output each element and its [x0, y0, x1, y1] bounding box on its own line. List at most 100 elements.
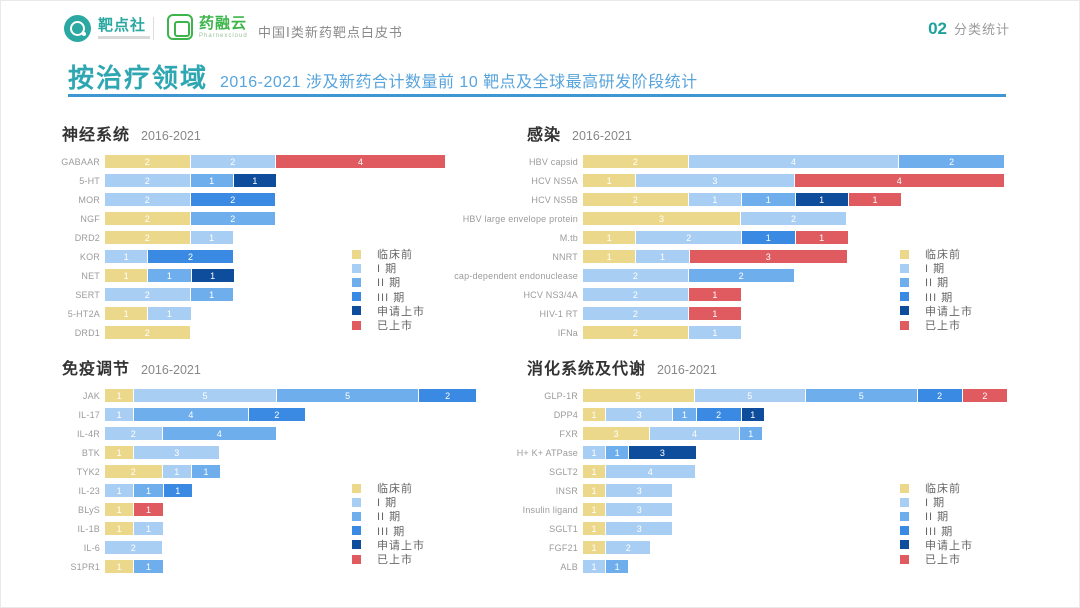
- brand1-tagline-decoration: [98, 36, 150, 39]
- bar-row: 5-HT2A 1 1: [60, 304, 515, 323]
- row-label: FGF21: [548, 542, 578, 553]
- bar-segment-p1: 4: [606, 465, 695, 478]
- bar-row: NNRT 1 1 3: [525, 247, 1015, 266]
- chart-infection: 感染 2016-2021 HBV capsid 2 4 2 HCV NS5A 1 3 4 HCV…: [454, 118, 1015, 346]
- badianshe-logo-icon: [64, 15, 91, 42]
- bar-row: TYK2 2 1 1: [60, 462, 515, 481]
- row-label: NGF: [80, 213, 100, 224]
- bar-segment-p1: 2: [105, 288, 190, 301]
- legend-item: II 期: [352, 509, 425, 523]
- row-label: IL-1B: [77, 523, 100, 534]
- bar-segment-marketed: 2: [962, 389, 1007, 402]
- bar-segment-pre: 2: [105, 212, 190, 225]
- row-label: Insulin ligand: [522, 504, 578, 515]
- page-marker: 02 分类统计: [928, 19, 1010, 39]
- legend-item: 已上市: [900, 318, 973, 332]
- row-label: INSR: [555, 485, 578, 496]
- legend-swatch: [352, 320, 361, 330]
- bar-segment-pre: 1: [105, 269, 148, 282]
- legend-swatch: [352, 554, 361, 564]
- bar-row: GABAAR 2 2 4: [60, 152, 515, 171]
- bar-segment-pre: 1: [583, 503, 606, 516]
- row-label: HBV capsid: [528, 156, 578, 167]
- bar-row: SGLT2 1 4: [525, 462, 1015, 481]
- bar-segment-p1: 2: [741, 212, 846, 225]
- legend-label: 临床前: [925, 483, 961, 496]
- legend-item: 临床前: [900, 247, 973, 261]
- bar-row: IFNa 2 1: [525, 323, 1015, 342]
- stage-legend: 临床前 I 期 II 期 III 期申请上市 已上市: [900, 247, 973, 332]
- legend-label: 申请上市: [925, 539, 973, 552]
- row-label: KOR: [79, 251, 100, 262]
- legend-label: II 期: [925, 277, 950, 290]
- legend-swatch: [900, 526, 909, 536]
- legend-item: 临床前: [352, 247, 425, 261]
- row-label: TYK2: [76, 466, 100, 477]
- bar-segment-p1: 1: [583, 560, 606, 573]
- legend-swatch: [900, 292, 909, 302]
- bar-segment-p1: 3: [606, 522, 673, 535]
- legend-label: III 期: [925, 525, 954, 538]
- bar-segment-p1: 1: [162, 465, 191, 478]
- bar-row: DRD2 2 1: [60, 228, 515, 247]
- bar-segment-p1: 1: [105, 484, 134, 497]
- legend-label: 已上市: [377, 554, 413, 567]
- bar-segment-p2: 1: [134, 560, 163, 573]
- row-label: DPP4: [553, 409, 578, 420]
- bar-row: DPP4 1 3 1 2 1: [525, 405, 1015, 424]
- bar-segment-p1: 2: [636, 231, 742, 244]
- title-underline: [68, 94, 1006, 97]
- bar-row: IL-4R 2 4: [60, 424, 515, 443]
- chart-period: 2016-2021: [141, 129, 201, 143]
- legend-swatch: [352, 249, 361, 259]
- bar-segment-p2: 1: [134, 484, 163, 497]
- bar-segment-p1: 2: [583, 307, 688, 320]
- bar-segment-p1: 2: [105, 193, 190, 206]
- legend-item: II 期: [352, 275, 425, 289]
- legend-item: 已上市: [352, 318, 425, 332]
- legend-item: II 期: [900, 509, 973, 523]
- legend-item: III 期: [900, 290, 973, 304]
- slide-title: 按治疗领域: [68, 63, 209, 93]
- chart-title: 免疫调节: [62, 361, 131, 378]
- bar-segment-p2: 1: [606, 446, 629, 459]
- legend-swatch: [352, 277, 361, 287]
- legend-item: 已上市: [900, 552, 973, 566]
- header: 靶点社 药融云 Pharnexcloud 中国Ⅰ类新药靶点白皮书 02 分类统计: [0, 0, 1080, 52]
- bar-row: NET 1 1 1: [60, 266, 515, 285]
- bar-segment-marketed: 1: [795, 231, 848, 244]
- bar-segment-pre: 2: [105, 155, 190, 168]
- bar-segment-pre: 1: [105, 446, 134, 459]
- legend-item: 申请上市: [900, 538, 973, 552]
- legend-label: 申请上市: [377, 539, 425, 552]
- legend-label: II 期: [377, 511, 402, 524]
- brand-badianshe: 靶点社: [64, 15, 150, 42]
- bar-segment-p1: 1: [688, 193, 742, 206]
- bar-segment-p3: 2: [248, 408, 306, 421]
- bar-segment-pre: 1: [105, 307, 148, 320]
- row-label: 5-HT2A: [67, 308, 100, 319]
- legend-item: 申请上市: [352, 538, 425, 552]
- row-label: HIV-1 RT: [539, 308, 578, 319]
- bar-segment-p2: 1: [191, 465, 221, 478]
- legend-item: III 期: [352, 290, 425, 304]
- bar-segment-marketed: 4: [794, 174, 1004, 187]
- bar-segment-pre: 2: [105, 231, 190, 244]
- row-label: HCV NS3/4A: [523, 289, 578, 300]
- bar-segment-pre: 1: [583, 465, 606, 478]
- legend-label: 临床前: [377, 249, 413, 262]
- bar-segment-p3: 2: [419, 389, 476, 402]
- bar-segment-p1: 2: [105, 427, 162, 440]
- stage-legend: 临床前 I 期 II 期 III 期申请上市 已上市: [900, 481, 973, 566]
- bar-segment-p2: 4: [134, 408, 248, 421]
- legend-swatch: [352, 292, 361, 302]
- legend-swatch: [900, 263, 909, 273]
- bar-segment-pre: 2: [583, 193, 688, 206]
- bar-row: HBV large envelope protein 3 2: [463, 209, 1015, 228]
- brand1-name: 靶点社: [98, 17, 147, 34]
- bar-segment-p1: 2: [583, 269, 688, 282]
- bar-row: M.tb 1 2 1 1: [525, 228, 1015, 247]
- bar-segment-p2: 5: [276, 389, 419, 402]
- legend-swatch: [352, 483, 361, 493]
- bar-segment-pre: 1: [105, 560, 134, 573]
